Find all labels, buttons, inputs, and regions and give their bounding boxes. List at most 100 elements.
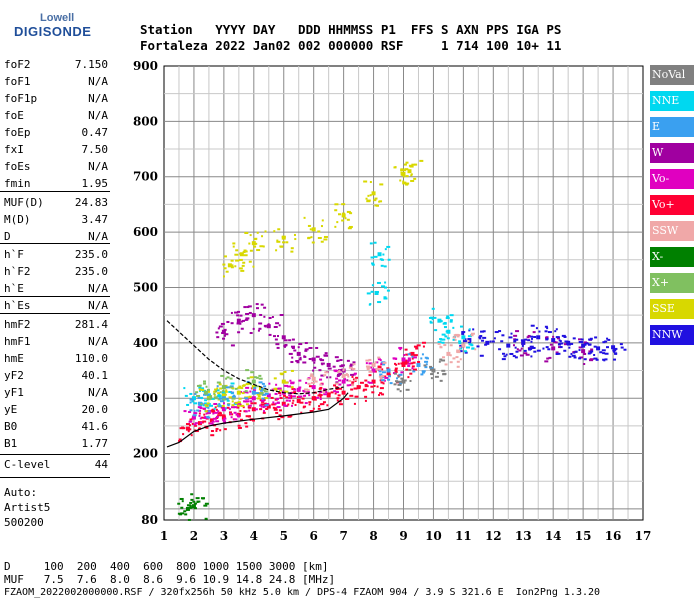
data-point <box>235 259 240 262</box>
data-point <box>291 402 294 405</box>
data-point <box>529 345 532 348</box>
data-point <box>245 403 249 406</box>
data-point <box>294 403 297 406</box>
data-point <box>417 360 421 363</box>
data-point <box>474 348 477 351</box>
data-point <box>224 333 229 336</box>
data-point <box>278 414 282 417</box>
data-point <box>215 415 219 418</box>
data-point <box>439 346 443 349</box>
data-point <box>237 321 241 324</box>
data-point <box>266 324 271 329</box>
data-point <box>437 341 442 344</box>
data-point <box>502 352 506 355</box>
data-point <box>519 354 524 357</box>
data-point <box>444 363 448 366</box>
data-point <box>193 423 197 426</box>
data-point <box>303 390 306 393</box>
data-point <box>405 175 409 178</box>
data-point <box>213 407 216 410</box>
param-value: N/A <box>88 75 108 88</box>
data-point <box>394 367 398 370</box>
data-point <box>296 361 300 364</box>
data-point <box>245 312 250 315</box>
data-point <box>351 384 355 387</box>
data-point <box>247 406 250 409</box>
data-point <box>217 392 221 395</box>
data-point <box>602 341 606 344</box>
data-point <box>212 417 217 420</box>
param-row-md: M(D) 3.47 <box>4 213 108 230</box>
data-point <box>238 258 243 261</box>
data-point <box>215 331 219 334</box>
data-point <box>262 245 265 248</box>
data-point <box>377 358 381 361</box>
param-row-foep: foEp 0.47 <box>4 126 108 143</box>
data-point <box>351 381 355 384</box>
data-point <box>298 358 302 361</box>
data-point <box>354 380 357 383</box>
data-point <box>393 372 397 375</box>
data-point <box>461 332 465 335</box>
data-point <box>204 416 209 419</box>
data-point <box>264 325 267 328</box>
data-point <box>204 517 208 520</box>
data-point <box>338 213 342 216</box>
data-point <box>431 368 436 373</box>
param-value: 281.4 <box>74 318 108 331</box>
data-point <box>203 504 208 507</box>
data-point <box>311 357 316 362</box>
data-point <box>290 396 293 399</box>
data-point <box>533 335 537 338</box>
data-point <box>302 361 307 364</box>
param-name: C-level <box>4 458 51 471</box>
data-point <box>336 359 340 362</box>
data-point <box>313 361 316 364</box>
data-point <box>382 382 385 385</box>
data-point <box>290 247 294 250</box>
data-point <box>336 373 341 376</box>
data-point <box>454 333 459 336</box>
x-tick-label: 4 <box>250 529 258 543</box>
data-point <box>237 310 241 313</box>
data-point <box>373 241 377 244</box>
data-point <box>245 386 250 389</box>
data-point <box>346 218 350 221</box>
data-point <box>326 393 331 398</box>
data-point <box>209 422 214 425</box>
data-point <box>352 363 356 366</box>
data-point <box>520 339 525 342</box>
data-point <box>408 164 413 167</box>
data-point <box>411 365 415 368</box>
param-name: foF1p <box>4 92 38 105</box>
data-point <box>309 410 314 413</box>
data-point <box>415 347 419 350</box>
data-point <box>248 260 252 263</box>
data-point <box>293 388 297 391</box>
data-point <box>406 359 411 362</box>
data-point <box>232 245 235 248</box>
data-point <box>219 400 224 403</box>
data-point <box>205 405 209 408</box>
data-point <box>182 433 185 436</box>
data-point <box>379 392 383 395</box>
data-point <box>189 392 193 395</box>
data-point <box>237 386 241 389</box>
data-point <box>255 392 260 395</box>
param-value: 7.50 <box>81 143 109 156</box>
data-point <box>407 353 411 356</box>
data-point <box>263 315 266 318</box>
data-point <box>593 357 598 360</box>
data-point <box>337 370 342 373</box>
data-point <box>333 390 337 393</box>
data-point <box>545 338 549 341</box>
data-point <box>554 330 557 333</box>
data-point <box>351 375 354 378</box>
data-point <box>401 362 406 367</box>
data-point <box>222 275 225 278</box>
data-point <box>414 163 418 166</box>
data-point <box>526 336 530 339</box>
data-point <box>242 261 246 264</box>
data-point <box>194 422 198 425</box>
data-point <box>303 216 306 219</box>
